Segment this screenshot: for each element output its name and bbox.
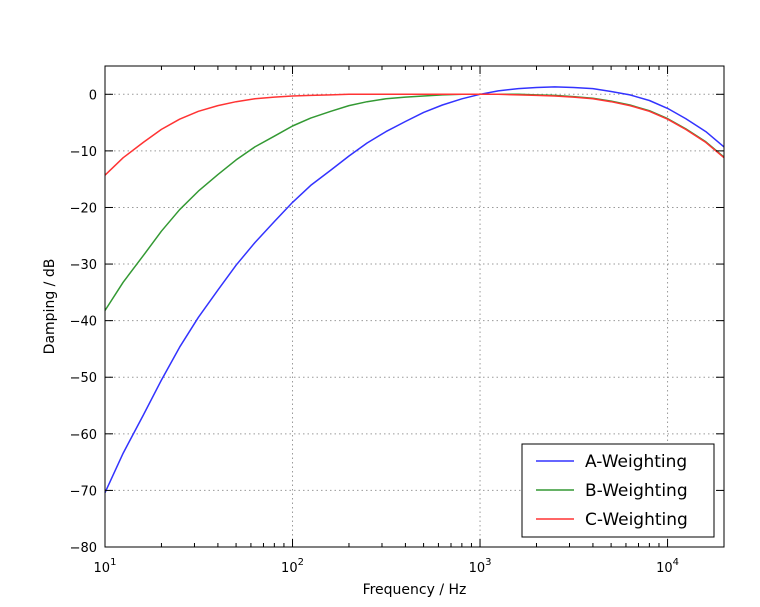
x-tick-label: 103	[469, 557, 492, 576]
series-line-2	[104, 93, 725, 311]
x-tick-label: 101	[94, 557, 117, 576]
legend-label: C-Weighting	[585, 510, 688, 530]
y-tick-label: −30	[70, 258, 97, 273]
y-tick-label: −60	[70, 428, 97, 443]
y-tick-label: −50	[70, 371, 97, 386]
y-tick-label: −10	[70, 145, 97, 160]
y-axis-label: Damping / dB	[42, 259, 58, 355]
y-tick-label: −70	[70, 484, 97, 499]
curve-layer	[104, 86, 725, 494]
x-tick-label: 104	[656, 557, 679, 576]
tick-layer: 101 102 103 104 0 −10 −20 −30 −40 −50 −60 −70 −80	[70, 66, 725, 576]
y-tick-label: −80	[70, 541, 97, 556]
series-line-3	[104, 93, 725, 176]
plot-frame	[104, 65, 725, 548]
y-tick-label: −20	[70, 201, 97, 216]
x-tick-label: 102	[281, 557, 304, 576]
y-tick-label: −40	[70, 315, 97, 330]
y-tick-label: 0	[89, 88, 97, 103]
legend-label: B-Weighting	[585, 481, 688, 501]
legend: A-Weighting B-Weighting C-Weighting	[521, 443, 715, 538]
x-axis-label: Frequency / Hz	[363, 582, 467, 598]
legend-label: A-Weighting	[585, 452, 687, 472]
series-line-1	[104, 86, 725, 494]
